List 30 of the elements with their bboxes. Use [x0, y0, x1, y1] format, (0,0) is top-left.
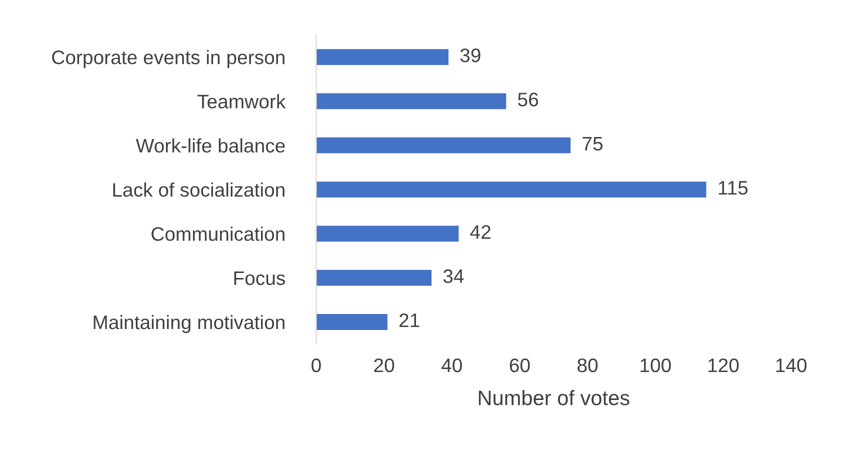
data-label: 21	[400, 313, 420, 328]
x-tick-label: 0	[312, 358, 321, 372]
y-tick-label: Teamwork	[198, 94, 286, 108]
bar	[316, 226, 459, 242]
bar	[316, 270, 432, 286]
x-axis-title: Number of votes	[478, 390, 630, 406]
bar	[316, 182, 706, 198]
data-label: 34	[443, 269, 464, 284]
y-tick-label: Corporate events in person	[52, 50, 284, 68]
data-label: 75	[582, 137, 603, 151]
x-tick-label: 80	[578, 358, 598, 372]
x-tick-label: 140	[776, 358, 807, 372]
bar	[316, 49, 448, 65]
x-tick-label: 120	[708, 358, 739, 372]
y-tick-label: Maintaining motivation	[94, 314, 284, 334]
x-tick-label: 60	[510, 358, 530, 372]
bar	[316, 93, 506, 110]
y-tick-label: Focus	[234, 272, 285, 286]
x-tick-label: 40	[442, 358, 462, 372]
y-tick-label: Lack of socialization	[113, 182, 284, 197]
data-label: 42	[470, 225, 490, 239]
bar	[316, 137, 571, 154]
data-label: 39	[460, 48, 480, 62]
data-label: 115	[718, 181, 748, 195]
bar	[316, 314, 388, 330]
data-label: 56	[518, 92, 538, 106]
y-tick-label: Work-life balance	[136, 138, 285, 153]
x-tick-label: 20	[374, 358, 394, 372]
x-tick-label: 100	[640, 358, 671, 372]
y-tick-label: Communication	[152, 226, 284, 241]
